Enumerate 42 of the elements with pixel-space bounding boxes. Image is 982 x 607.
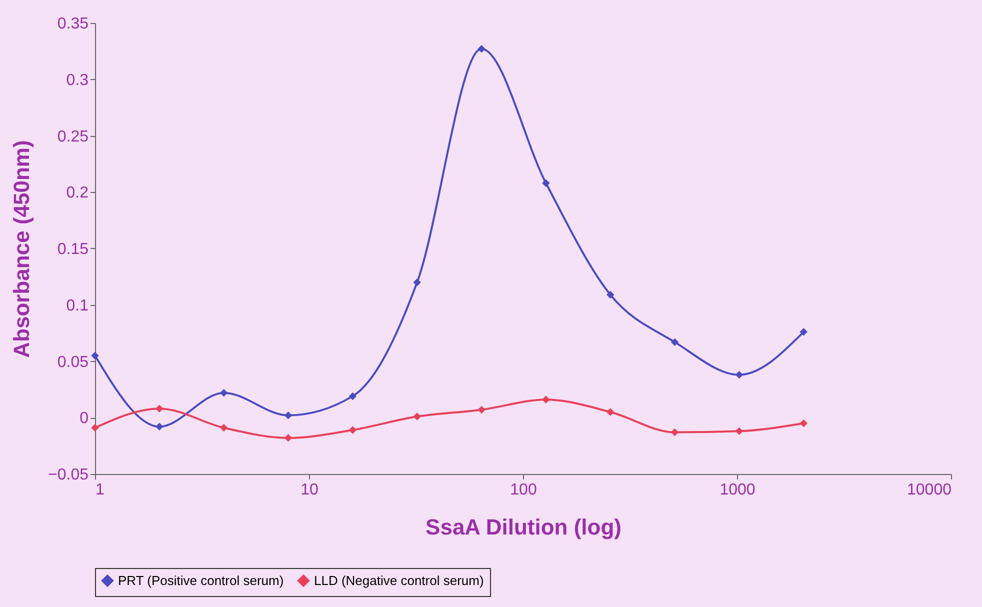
y-tick-label: 0 (80, 410, 89, 428)
point (413, 412, 421, 420)
y-tick-label: 0.05 (57, 354, 89, 371)
legend-label: LLD (Negative control serum) (314, 572, 484, 588)
x-tick-label: 1 (96, 482, 104, 498)
y-tick-label: 0.3 (66, 72, 89, 89)
point (735, 370, 744, 379)
y-tick-label: 0.1 (66, 297, 89, 314)
y-tick-label: −0.05 (48, 466, 89, 484)
y-tick-label: 0.2 (66, 184, 89, 202)
x-tick-label: 10000 (907, 482, 952, 498)
point (348, 426, 357, 434)
point (478, 45, 486, 53)
point (91, 352, 99, 360)
point (800, 328, 808, 336)
point (156, 422, 164, 431)
point (800, 419, 808, 428)
point (156, 404, 164, 412)
point (91, 424, 99, 432)
point (284, 411, 292, 420)
x-tick-label: 100 (510, 482, 537, 498)
point (606, 408, 614, 416)
y-axis-title: Absorbance (450nm) (9, 140, 34, 358)
point (478, 406, 486, 414)
x-tick-label: 1000 (720, 482, 756, 498)
point (284, 434, 292, 442)
y-tick-label: 0.15 (57, 241, 89, 258)
x-axis-title: SsaA Dilution (log) (426, 514, 622, 540)
point (606, 290, 614, 299)
point (735, 427, 744, 436)
x-tick-label: 10 (300, 482, 318, 498)
point (670, 428, 679, 436)
legend-label: PRT (Positive control serum) (118, 572, 284, 588)
point (670, 338, 679, 346)
point (542, 179, 550, 187)
point (220, 424, 228, 432)
point (413, 278, 421, 286)
y-tick-label: 0.35 (57, 16, 89, 32)
point (542, 396, 550, 404)
point (220, 388, 228, 397)
y-tick-label: 0.25 (57, 128, 89, 146)
point (348, 392, 357, 400)
